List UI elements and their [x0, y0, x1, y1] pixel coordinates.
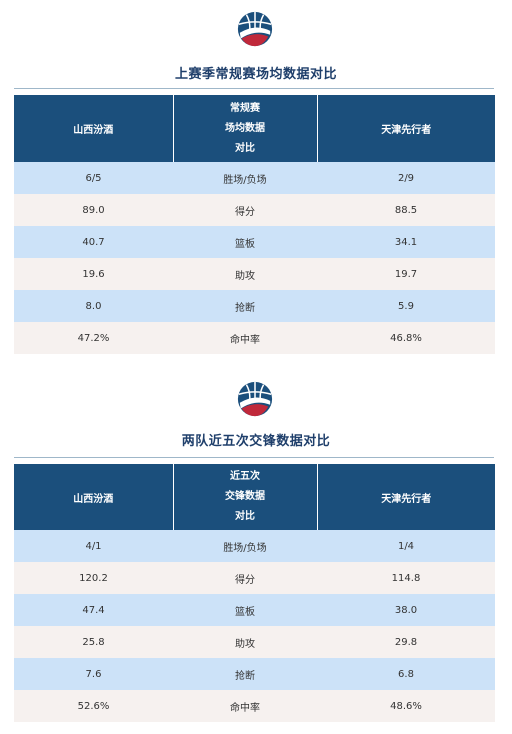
- divider: [14, 88, 494, 89]
- table-row: 52.6% 命中率 48.6%: [14, 690, 495, 722]
- right-value: 48.6%: [317, 690, 495, 722]
- stat-header-line: 对比: [235, 511, 255, 522]
- basketball-logo-icon: [237, 381, 273, 417]
- left-value: 120.2: [14, 562, 173, 594]
- table-header-row: 山西汾酒 近五次 交锋数据 对比 天津先行者: [14, 464, 495, 530]
- right-value: 46.8%: [317, 322, 495, 354]
- stat-label: 命中率: [173, 322, 317, 354]
- left-value: 8.0: [14, 290, 173, 322]
- stat-header-line: 对比: [235, 142, 255, 154]
- table-header-row: 山西汾酒 常规赛 场均数据 对比 天津先行者: [14, 95, 495, 162]
- stat-header-line: 场均数据: [225, 122, 265, 134]
- right-value: 38.0: [317, 594, 495, 626]
- section-season-comparison: 上赛季常规赛场均数据对比 山西汾酒 常规赛 场均数据 对比 天津先行者 6/5 …: [0, 0, 512, 360]
- left-value: 7.6: [14, 658, 173, 690]
- left-value: 47.2%: [14, 322, 173, 354]
- right-value: 34.1: [317, 226, 495, 258]
- right-value: 114.8: [317, 562, 495, 594]
- section-title: 两队近五次交锋数据对比: [181, 434, 331, 449]
- stat-header-line: 近五次: [230, 471, 260, 482]
- left-value: 19.6: [14, 258, 173, 290]
- stat-header-line: 常规赛: [230, 102, 260, 114]
- right-value: 29.8: [317, 626, 495, 658]
- comparison-table: 山西汾酒 近五次 交锋数据 对比 天津先行者 4/1 胜场/负场 1/4 120…: [14, 464, 495, 722]
- stat-label: 得分: [173, 194, 317, 226]
- stat-label: 胜场/负场: [173, 162, 317, 194]
- team-left-header: 山西汾酒: [14, 95, 173, 162]
- stat-header: 近五次 交锋数据 对比: [172, 464, 317, 530]
- stat-header-line: 交锋数据: [225, 491, 265, 502]
- right-value: 19.7: [317, 258, 495, 290]
- stat-label: 篮板: [173, 594, 317, 626]
- divider: [14, 457, 494, 458]
- right-value: 6.8: [317, 658, 495, 690]
- stat-label: 胜场/负场: [173, 530, 317, 562]
- right-value: 2/9: [317, 162, 495, 194]
- stat-label: 篮板: [173, 226, 317, 258]
- table-row: 19.6 助攻 19.7: [14, 258, 495, 290]
- section-head-to-head-comparison: 两队近五次交锋数据对比 山西汾酒 近五次 交锋数据 对比 天津先行者 4/1 胜…: [0, 370, 512, 734]
- left-value: 52.6%: [14, 690, 173, 722]
- right-value: 88.5: [317, 194, 495, 226]
- right-value: 5.9: [317, 290, 495, 322]
- table-row: 6/5 胜场/负场 2/9: [14, 162, 495, 194]
- left-value: 40.7: [14, 226, 173, 258]
- table-row: 8.0 抢断 5.9: [14, 290, 495, 322]
- team-right-header: 天津先行者: [316, 95, 495, 162]
- stat-label: 助攻: [173, 626, 317, 658]
- table-row: 89.0 得分 88.5: [14, 194, 495, 226]
- comparison-table: 山西汾酒 常规赛 场均数据 对比 天津先行者 6/5 胜场/负场 2/9 89.…: [14, 95, 495, 354]
- basketball-logo-icon: [237, 11, 273, 47]
- table-row: 40.7 篮板 34.1: [14, 226, 495, 258]
- left-value: 47.4: [14, 594, 173, 626]
- table-row: 47.4 篮板 38.0: [14, 594, 495, 626]
- stat-label: 得分: [173, 562, 317, 594]
- team-left-header: 山西汾酒: [14, 464, 173, 530]
- table-row: 47.2% 命中率 46.8%: [14, 322, 495, 354]
- table-row: 120.2 得分 114.8: [14, 562, 495, 594]
- left-value: 25.8: [14, 626, 173, 658]
- stat-label: 抢断: [173, 290, 317, 322]
- left-value: 4/1: [14, 530, 173, 562]
- table-row: 4/1 胜场/负场 1/4: [14, 530, 495, 562]
- right-value: 1/4: [317, 530, 495, 562]
- stat-label: 命中率: [173, 690, 317, 722]
- section-title: 上赛季常规赛场均数据对比: [174, 67, 337, 82]
- stat-header: 常规赛 场均数据 对比: [172, 95, 317, 162]
- left-value: 89.0: [14, 194, 173, 226]
- left-value: 6/5: [14, 162, 173, 194]
- stat-label: 助攻: [173, 258, 317, 290]
- team-right-header: 天津先行者: [316, 464, 495, 530]
- stat-label: 抢断: [173, 658, 317, 690]
- table-row: 7.6 抢断 6.8: [14, 658, 495, 690]
- table-row: 25.8 助攻 29.8: [14, 626, 495, 658]
